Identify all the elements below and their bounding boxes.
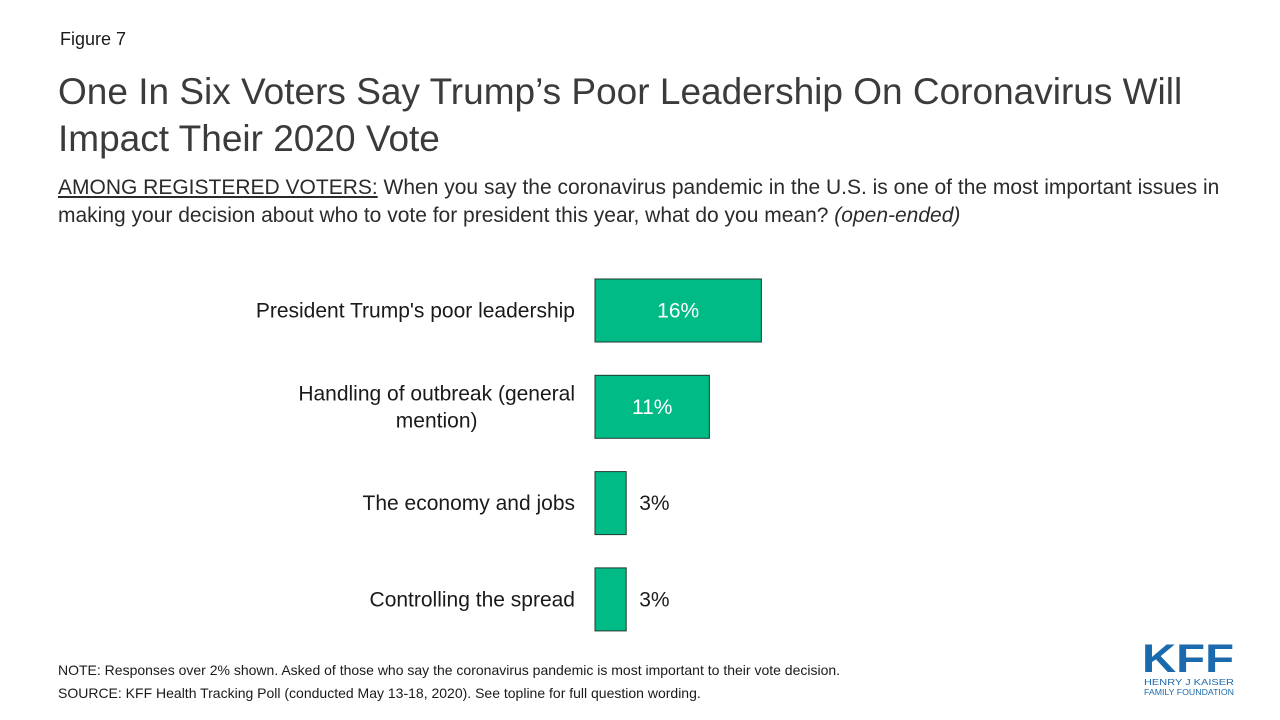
question-body: When you say the coronavirus pandemic in…: [58, 176, 1220, 227]
bar-value-label-3: 3%: [639, 588, 669, 611]
kff-logo-wordmark: KFF: [1142, 637, 1234, 681]
kff-logo: KFF HENRY J KAISER FAMILY FOUNDATION: [1142, 637, 1234, 697]
category-label-0: President Trump's poor leadership: [256, 300, 575, 323]
bar-value-label-0: 16%: [657, 300, 699, 323]
note-text: NOTE: Responses over 2% shown. Asked of …: [58, 662, 841, 678]
category-label-3: Controlling the spread: [370, 588, 575, 611]
kff-logo-line1: HENRY J KAISER: [1144, 677, 1234, 687]
chart-title: One In Six Voters Say Trump’s Poor Leade…: [58, 71, 1183, 159]
category-label-2: The economy and jobs: [363, 492, 575, 515]
bar-value-label-1: 11%: [632, 396, 672, 419]
question-lead: AMONG REGISTERED VOTERS:: [58, 176, 378, 199]
question-tail: (open-ended): [834, 204, 961, 227]
kff-logo-line2: FAMILY FOUNDATION: [1144, 687, 1234, 697]
source-text: SOURCE: KFF Health Tracking Poll (conduc…: [58, 685, 701, 701]
category-label-1: Handling of outbreak (general mention): [298, 382, 575, 432]
bar-1: [594, 374, 710, 439]
bar-3: [594, 567, 627, 632]
bar-value-label-2: 3%: [639, 492, 669, 515]
bar-0: [594, 278, 762, 343]
question-text: AMONG REGISTERED VOTERS: When you say th…: [58, 174, 1228, 230]
figure-label: Figure 7: [60, 29, 127, 49]
bar-2: [594, 471, 627, 536]
